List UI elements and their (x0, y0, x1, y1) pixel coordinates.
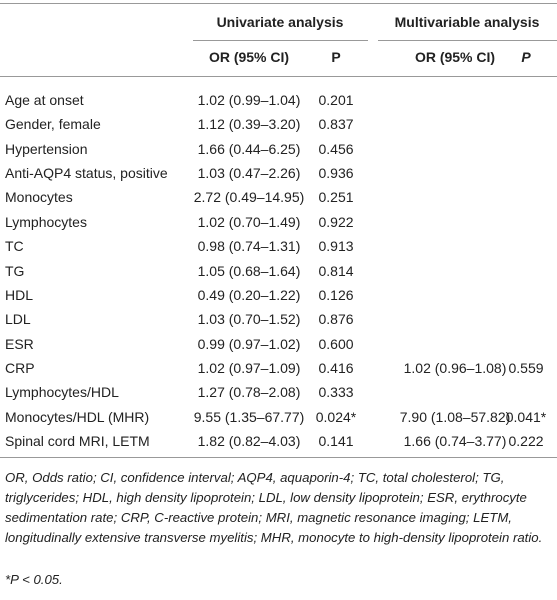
column-header: OR (95% CI) (208, 49, 290, 65)
cell: 0.922 (318, 213, 354, 230)
row-label: Anti-AQP4 status, positive (5, 165, 168, 182)
cell: 0.041* (505, 408, 547, 425)
cell: 0.141 (318, 433, 354, 450)
column-header: P (331, 49, 341, 65)
row-label: Spinal cord MRI, LETM (5, 433, 150, 450)
cell: 0.416 (318, 359, 354, 376)
cell: 0.814 (318, 262, 354, 279)
cell: 0.99 (0.97–1.02) (197, 335, 301, 352)
cell: 1.12 (0.39–3.20) (197, 116, 301, 133)
cell: 0.456 (318, 140, 354, 157)
cell: 0.98 (0.74–1.31) (197, 238, 301, 255)
cell: 0.222 (508, 433, 544, 450)
cell: 1.27 (0.78–2.08) (197, 384, 301, 401)
row-label: ESR (5, 335, 34, 352)
cell: 1.02 (0.96–1.08) (403, 359, 507, 376)
cell: 0.201 (318, 92, 354, 108)
cell: 0.126 (318, 286, 354, 303)
cell: 0.559 (508, 359, 544, 376)
cell: 0.251 (318, 189, 354, 206)
footnote: OR, Odds ratio; CI, confidence interval;… (5, 470, 543, 545)
group-rule (378, 40, 557, 41)
cell: 1.05 (0.68–1.64) (197, 262, 301, 279)
cell: 0.333 (318, 384, 354, 401)
header-rule (0, 76, 557, 77)
group-header: Multivariable analysis (394, 14, 540, 30)
cell: 0.913 (318, 238, 354, 255)
row-label: Gender, female (5, 116, 101, 133)
top-rule (0, 3, 557, 4)
row-label: Hypertension (5, 140, 88, 157)
row-label: Age at onset (5, 92, 84, 108)
column-header: OR (95% CI) (414, 49, 496, 65)
cell: 0.49 (0.20–1.22) (197, 286, 301, 303)
row-label: TG (5, 262, 25, 279)
cell: 1.03 (0.47–2.26) (197, 165, 301, 182)
cell: 7.90 (1.08–57.82) (399, 408, 511, 425)
cell: 0.936 (318, 165, 354, 182)
cell: 0.024* (315, 408, 357, 425)
cell: 0.600 (318, 335, 354, 352)
cell: 1.02 (0.97–1.09) (197, 359, 301, 376)
cell: 9.55 (1.35–67.77) (193, 408, 305, 425)
cell: 1.02 (0.70–1.49) (197, 213, 301, 230)
bottom-rule (0, 457, 557, 458)
column-header: P (521, 49, 531, 65)
group-rule (193, 40, 368, 41)
cell: 1.66 (0.74–3.77) (403, 433, 507, 450)
row-label: Monocytes/HDL (MHR) (5, 408, 150, 425)
cell: 0.876 (318, 311, 354, 328)
row-label: TC (5, 238, 24, 255)
row-label: Lymphocytes (5, 213, 87, 230)
row-label: Monocytes (5, 189, 73, 206)
row-label: LDL (5, 311, 31, 328)
cell: 1.82 (0.82–4.03) (197, 433, 301, 450)
cell: 1.02 (0.99–1.04) (197, 92, 301, 108)
cell: 0.837 (318, 116, 354, 133)
row-label: HDL (5, 286, 34, 303)
cell: 1.66 (0.44–6.25) (197, 140, 301, 157)
cell: 1.03 (0.70–1.52) (197, 311, 301, 328)
cell: 2.72 (0.49–14.95) (193, 189, 305, 206)
group-header: Univariate analysis (216, 14, 344, 30)
significance-note: *P < 0.05. (5, 572, 63, 587)
row-label: Lymphocytes/HDL (5, 384, 119, 401)
row-label: CRP (5, 359, 35, 376)
